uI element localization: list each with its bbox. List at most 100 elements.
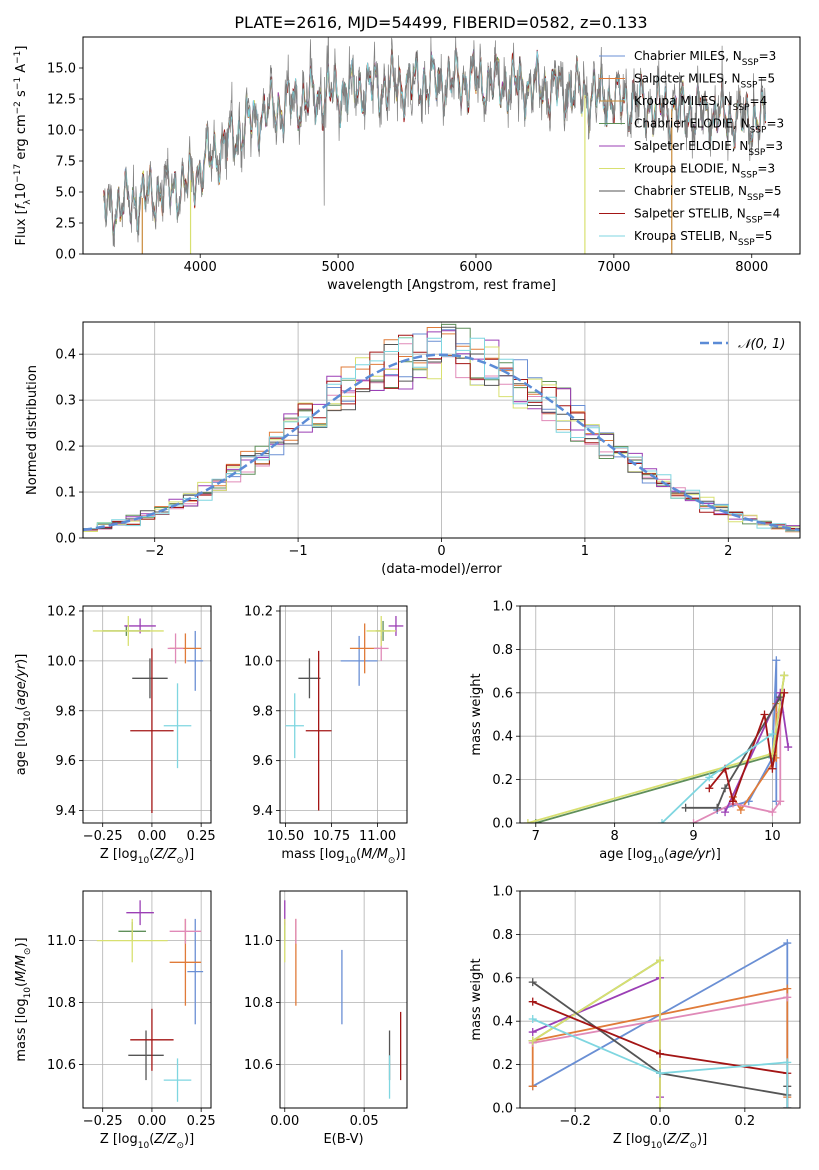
weight-marker [783, 993, 792, 1002]
label-part: =3 [765, 139, 783, 153]
weight-marker [776, 797, 785, 806]
figure-title: PLATE=2616, MJD=54499, FIBERID=0582, z=0… [234, 13, 647, 32]
residual-histogram [83, 337, 800, 538]
label-part: mass [log [281, 847, 344, 862]
y-tick-label: 0.4 [492, 1015, 513, 1030]
label-part: ( [662, 1132, 667, 1147]
y-axis-label: mass weight [469, 673, 484, 755]
axis-frame [279, 890, 408, 1109]
x-axis-label: mass [log10(M/M⊙)] [281, 847, 405, 866]
y-tick-label: 0.8 [492, 928, 513, 943]
weight-marker [783, 1104, 792, 1108]
weight-marker [768, 730, 777, 739]
y-tick-label: 11.0 [47, 934, 76, 949]
label-part: )] [14, 654, 29, 664]
label-part: ( [664, 847, 669, 862]
weight-marker [768, 808, 777, 817]
y-tick-label: 10.6 [47, 1058, 76, 1073]
weight-marker [528, 1036, 537, 1045]
x-tick-label: 9 [689, 829, 697, 844]
label-part: 10 [23, 987, 33, 999]
weight-marker [528, 997, 537, 1006]
label-part: =4 [763, 207, 781, 221]
axis-frame [519, 890, 801, 1109]
label-part: Z/Z [153, 847, 177, 862]
label-part: Salpeter ELODIE, N [634, 139, 748, 153]
y-axis-label: mass [log10(M/M⊙)] [14, 937, 33, 1061]
weight-marker [656, 1104, 664, 1108]
axis-frame [279, 605, 408, 824]
x-tick-label: 0.00 [137, 829, 166, 844]
label-part: ⊙ [689, 1141, 697, 1151]
spectrum-data-line [103, 37, 766, 248]
y-axis-label: Flux [fλ10−17 erg cm−2 s−1 A−1] [13, 46, 33, 246]
label-part: mass weight [469, 673, 484, 755]
weight-marker [760, 710, 769, 719]
label-part: =3 [759, 49, 777, 63]
label-part: Chabrier ELODIE, N [634, 117, 750, 131]
label-part: Kroupa ELODIE, N [634, 162, 741, 176]
y-tick-label: 7.5 [55, 155, 76, 170]
weight-marker [528, 978, 537, 987]
x-tick-label: 0.0 [650, 1114, 671, 1129]
axis-frame [82, 36, 801, 255]
y-tick-label: 10.0 [244, 654, 273, 669]
y-tick-label: 9.6 [252, 754, 273, 769]
weight-marker [656, 1049, 664, 1058]
y-tick-label: 10.8 [47, 996, 76, 1011]
y-tick-label: 15.0 [47, 62, 76, 77]
legend-entry: Salpeter STELIB, NSSP=4 [634, 207, 780, 226]
label-part: −1 [13, 77, 23, 90]
label-part: 10 [138, 1141, 150, 1151]
y-tick-label: 0.6 [492, 686, 513, 701]
y-tick-label: 1.0 [492, 885, 513, 900]
x-axis-label: Z [log10(Z/Z⊙)] [100, 1132, 194, 1151]
weight-marker [728, 797, 737, 806]
label-part: A [14, 64, 29, 77]
weight-marker [721, 808, 730, 817]
x-tick-label: −0.25 [83, 1114, 123, 1129]
plot-area [285, 615, 404, 811]
x-axis-label: age [log10(age/yr)] [599, 847, 721, 866]
label-part: 10 [345, 856, 357, 866]
y-tick-label: 9.4 [55, 804, 76, 819]
y-tick-label: 0.0 [55, 532, 76, 547]
x-tick-label: 0 [437, 544, 445, 559]
label-part: Salpeter MILES, N [634, 72, 741, 86]
weight-line [532, 958, 661, 1108]
weight-marker [736, 805, 745, 814]
label-part: )] [395, 847, 405, 862]
weight-marker [784, 743, 793, 752]
label-part: SSP [733, 103, 750, 113]
plot-area [92, 615, 204, 814]
x-tick-label: 0.00 [270, 1114, 299, 1129]
x-tick-label: 7000 [597, 260, 630, 275]
x-tick-label: 0.25 [187, 829, 216, 844]
y-tick-label: 0.0 [492, 1102, 513, 1117]
label-part: 10 [138, 856, 150, 866]
y-tick-label: 10.6 [244, 1058, 273, 1073]
label-part: =3 [757, 162, 775, 176]
y-tick-label: 12.5 [47, 93, 76, 108]
axis-frame [82, 890, 212, 1109]
weight-marker [772, 656, 781, 665]
y-tick-label: 0.0 [55, 248, 76, 263]
x-tick-label: −0.2 [559, 1114, 591, 1129]
axes-mass_vs_ebv: 0.00 0.05 10.6 10.8 11.0 E(B-V) [244, 890, 408, 1147]
label-part: age [log [14, 722, 29, 775]
axes-age_vs_Z: −0.25 0.00 0.259.49.69.810.010.2Z [log10(Z… [14, 604, 216, 866]
axes-weight_vs_Z: −0.2 0.0 0.2 0.0 0.2 0.4 0.6 0.8 1.0 Z [log10(Z/Z… [469, 885, 801, 1151]
label-part: Z/Z [153, 1132, 177, 1147]
y-axis-label: mass weight [469, 958, 484, 1040]
y-tick-label: 10.2 [47, 604, 76, 619]
plot-area [528, 939, 792, 1108]
x-tick-label: 0.00 [137, 1114, 166, 1129]
x-tick-label: 10.75 [313, 829, 350, 844]
label-part: wavelength [Angstrom, rest frame] [327, 278, 556, 293]
weight-marker [657, 819, 666, 823]
label-part: λ [23, 199, 33, 205]
weight-marker [656, 1069, 664, 1078]
label-part: 10 [652, 856, 664, 866]
